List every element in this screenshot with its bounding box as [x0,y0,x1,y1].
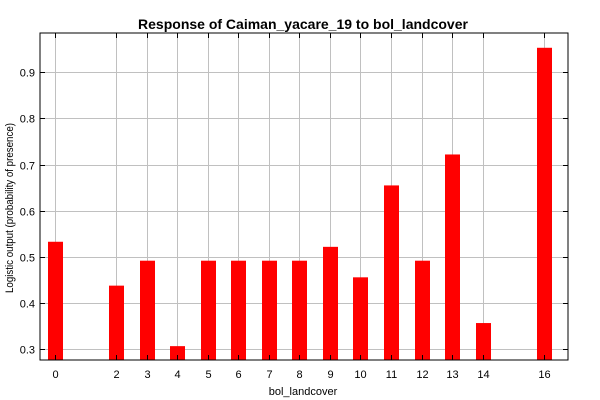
bar-4 [170,346,185,360]
bar-10 [353,277,368,360]
x-tick-label: 11 [386,369,397,381]
bar-5 [201,260,216,360]
chart-title: Response of Caiman_yacare_19 to bol_land… [138,16,468,32]
x-tick-label: 10 [354,369,366,381]
bar-11 [384,185,399,360]
x-tick-label: 8 [296,369,302,381]
y-tick-label: 0.8 [20,114,35,126]
bar-12 [415,260,430,360]
x-tick-label: 4 [174,369,180,381]
bar-8 [292,260,307,360]
axis-ticks: 0.3 0.4 0.5 0.6 0.7 0.8 0.9 0 2 3 4 5 6 7 8 9 10 11 12 13 14… [20,33,568,381]
bar-0 [48,241,63,360]
x-tick-label: 6 [235,369,241,381]
bars [48,47,552,360]
bar-2 [109,285,124,360]
x-tick-label: 5 [205,369,211,381]
y-tick-label: 0.4 [20,299,35,311]
y-axis-label: Logistic output (probability of presence… [4,123,16,293]
x-tick-label: 14 [477,369,489,381]
y-tick-label: 0.7 [20,161,35,173]
bar-14 [476,323,491,360]
x-tick-label: 9 [327,369,333,381]
bar-13 [445,154,460,360]
y-tick-label: 0.3 [20,345,35,357]
x-tick-label: 16 [538,369,550,381]
x-tick-label: 3 [144,369,150,381]
x-tick-label: 0 [52,369,58,381]
plot-frame [39,32,569,361]
bar-16 [537,47,552,360]
bar-3 [140,260,155,360]
x-tick-label: 7 [266,369,272,381]
y-tick-label: 0.6 [20,207,35,219]
x-axis-label: bol_landcover [269,386,338,398]
y-tick-label: 0.9 [20,68,35,80]
x-tick-label: 12 [416,369,428,381]
x-tick-label: 2 [113,369,119,381]
bar-7 [262,260,277,360]
bar-6 [231,260,246,360]
y-tick-label: 0.5 [20,253,35,265]
bar-9 [323,246,338,360]
x-tick-label: 13 [446,369,458,381]
